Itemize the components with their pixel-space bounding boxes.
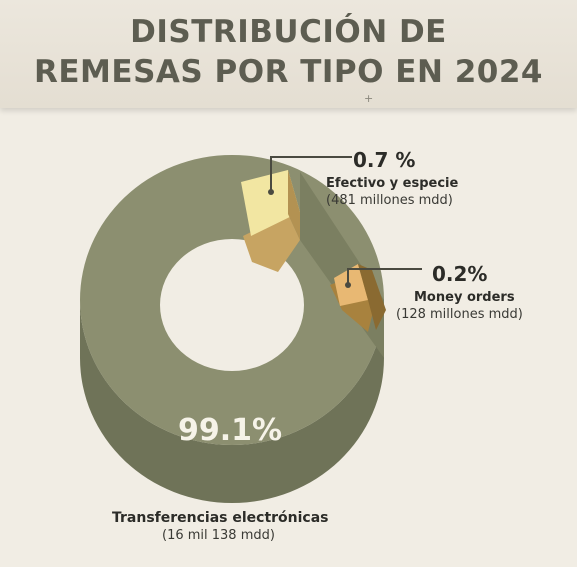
transferencias-amount: (16 mil 138 mdd) (162, 528, 329, 543)
transferencias-percent: 99.1% (178, 413, 282, 448)
money-orders-name: Money orders (414, 290, 523, 305)
efectivo-name: Efectivo y especie (326, 176, 458, 191)
money-orders-percent: 0.2% (432, 262, 523, 286)
efectivo-amount: (481 millones mdd) (326, 193, 458, 208)
label-efectivo: 0.7 % Efectivo y especie (481 millones m… (353, 148, 458, 208)
transferencias-name: Transferencias electrónicas (112, 510, 329, 526)
label-transferencias: Transferencias electrónicas (16 mil 138 … (112, 510, 329, 543)
efectivo-percent: 0.7 % (353, 148, 458, 172)
money-orders-amount: (128 millones mdd) (396, 307, 523, 322)
label-money-orders: 0.2% Money orders (128 millones mdd) (432, 262, 523, 322)
